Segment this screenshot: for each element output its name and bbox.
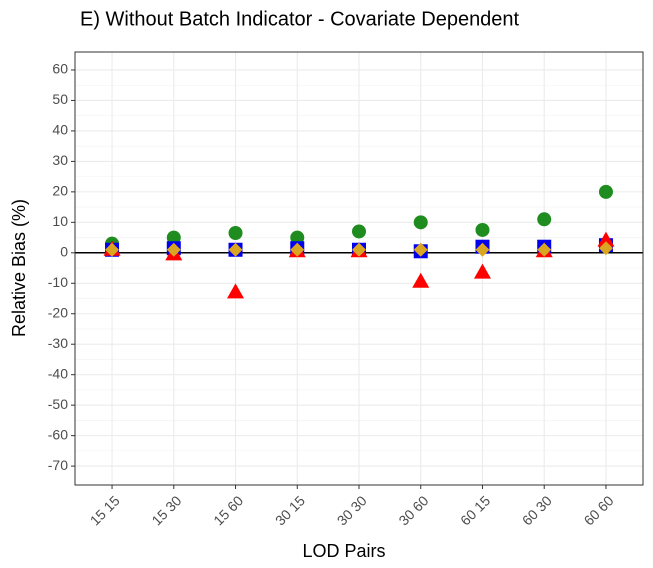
- point: [352, 242, 366, 257]
- point: [166, 230, 181, 245]
- y-tick-label: 0: [60, 244, 68, 260]
- y-tick-label: 40: [52, 122, 68, 138]
- y-tick-label: 50: [52, 91, 68, 107]
- y-tick-label: -10: [48, 274, 68, 290]
- point: [412, 272, 430, 288]
- x-tick-label: 30 30: [334, 492, 370, 528]
- point: [473, 263, 491, 279]
- point: [597, 231, 615, 247]
- point: [475, 222, 490, 237]
- point: [166, 242, 181, 257]
- y-axis-label: Relative Bias (%): [9, 199, 29, 337]
- x-tick-label: 60 15: [457, 492, 493, 528]
- point: [475, 242, 490, 257]
- point: [352, 224, 366, 239]
- point: [413, 215, 428, 230]
- y-tick-label: -50: [48, 396, 68, 412]
- x-axis-label: LOD Pairs: [302, 541, 385, 561]
- x-tick-label: 60 60: [581, 492, 617, 528]
- x-tick-label: 15 15: [87, 492, 123, 528]
- y-tick-label: -40: [48, 365, 68, 381]
- chart-title: E) Without Batch Indicator - Covariate D…: [80, 8, 520, 30]
- y-tick-label: 30: [52, 152, 68, 168]
- point: [290, 242, 305, 257]
- point: [290, 230, 305, 245]
- point: [413, 242, 428, 257]
- y-tick-label: -20: [48, 304, 68, 320]
- point: [228, 226, 243, 241]
- point: [228, 242, 243, 257]
- point: [598, 241, 613, 256]
- point: [537, 212, 552, 227]
- y-tick-label: 10: [52, 213, 68, 229]
- x-tick-label: 60 30: [519, 492, 555, 528]
- x-tick-label: 30 15: [272, 492, 308, 528]
- y-tick-label: -70: [48, 457, 68, 473]
- point: [537, 242, 552, 257]
- x-tick-label: 15 60: [210, 492, 246, 528]
- point: [598, 184, 613, 199]
- x-tick-label: 15 30: [148, 492, 184, 528]
- point: [105, 242, 120, 257]
- panel-border: [74, 51, 644, 486]
- x-tick-label: 30 60: [395, 492, 431, 528]
- y-tick-label: -30: [48, 335, 68, 351]
- y-tick-label: -60: [48, 426, 68, 442]
- y-tick-label: 20: [52, 183, 68, 199]
- point: [227, 283, 245, 299]
- y-tick-label: 60: [52, 61, 68, 77]
